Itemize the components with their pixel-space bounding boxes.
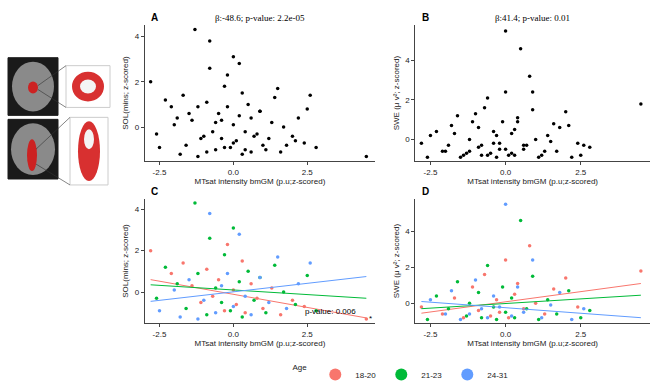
svg-text:2: 2 <box>135 78 140 87</box>
svg-text:18-20: 18-20 <box>355 371 376 380</box>
svg-text:-2.5: -2.5 <box>424 168 438 177</box>
svg-text:Age: Age <box>293 363 308 372</box>
svg-text:24-31: 24-31 <box>487 371 508 380</box>
svg-text:MTsat intensity bmGM (p.u;z-sc: MTsat intensity bmGM (p.u;z-scored) <box>195 339 326 348</box>
svg-text:C: C <box>151 186 158 197</box>
svg-text:0.0: 0.0 <box>500 330 512 339</box>
svg-text:0.0: 0.0 <box>500 168 512 177</box>
svg-text:A: A <box>151 12 158 23</box>
svg-text:0.0: 0.0 <box>228 330 240 339</box>
svg-text:SWE (μ v²; z-scored): SWE (μ v²; z-scored) <box>392 223 401 298</box>
svg-text:MTsat intensity bmGM (p.u;z-sc: MTsat intensity bmGM (p.u;z-scored) <box>467 177 598 186</box>
svg-text:4: 4 <box>405 56 410 65</box>
svg-text:2.5: 2.5 <box>302 330 314 339</box>
svg-text:0: 0 <box>405 135 410 144</box>
svg-text:-2.5: -2.5 <box>153 168 167 177</box>
svg-text:0: 0 <box>135 123 140 132</box>
svg-text:D: D <box>422 186 429 197</box>
svg-text:4: 4 <box>405 227 410 236</box>
svg-text:β:41.4; p-value: 0.01: β:41.4; p-value: 0.01 <box>495 13 570 23</box>
svg-text:4: 4 <box>135 205 140 214</box>
svg-text:0.0: 0.0 <box>228 168 240 177</box>
svg-text:SOL(mins; z-scored): SOL(mins; z-scored) <box>121 56 130 130</box>
svg-text:-2.5: -2.5 <box>153 330 167 339</box>
svg-text:SOL(mins; z-scored): SOL(mins; z-scored) <box>121 224 130 298</box>
svg-text:MTsat intensity bmGM (p.u;z-sc: MTsat intensity bmGM (p.u;z-scored) <box>467 339 598 348</box>
svg-text:0: 0 <box>135 288 140 297</box>
svg-text:-2.5: -2.5 <box>424 330 438 339</box>
svg-text:B: B <box>422 12 429 23</box>
svg-text:SWE (μ v²; z-scored): SWE (μ v²; z-scored) <box>392 56 401 131</box>
svg-text:4: 4 <box>135 32 140 41</box>
svg-text:2: 2 <box>405 263 410 272</box>
svg-text:2: 2 <box>135 246 140 255</box>
svg-text:2: 2 <box>405 96 410 105</box>
svg-text:MTsat intensity bmGM (p.u;z-sc: MTsat intensity bmGM (p.u;z-scored) <box>195 177 326 186</box>
svg-text:2.5: 2.5 <box>575 168 587 177</box>
svg-text:2.5: 2.5 <box>302 168 314 177</box>
svg-text:β:-48.6; p-value: 2.2e-05: β:-48.6; p-value: 2.2e-05 <box>215 13 305 23</box>
svg-text:*: * <box>369 314 372 323</box>
svg-text:p-value: 0.006: p-value: 0.006 <box>305 307 356 316</box>
svg-text:0: 0 <box>405 299 410 308</box>
svg-text:2.5: 2.5 <box>575 330 587 339</box>
svg-text:21-23: 21-23 <box>421 371 442 380</box>
